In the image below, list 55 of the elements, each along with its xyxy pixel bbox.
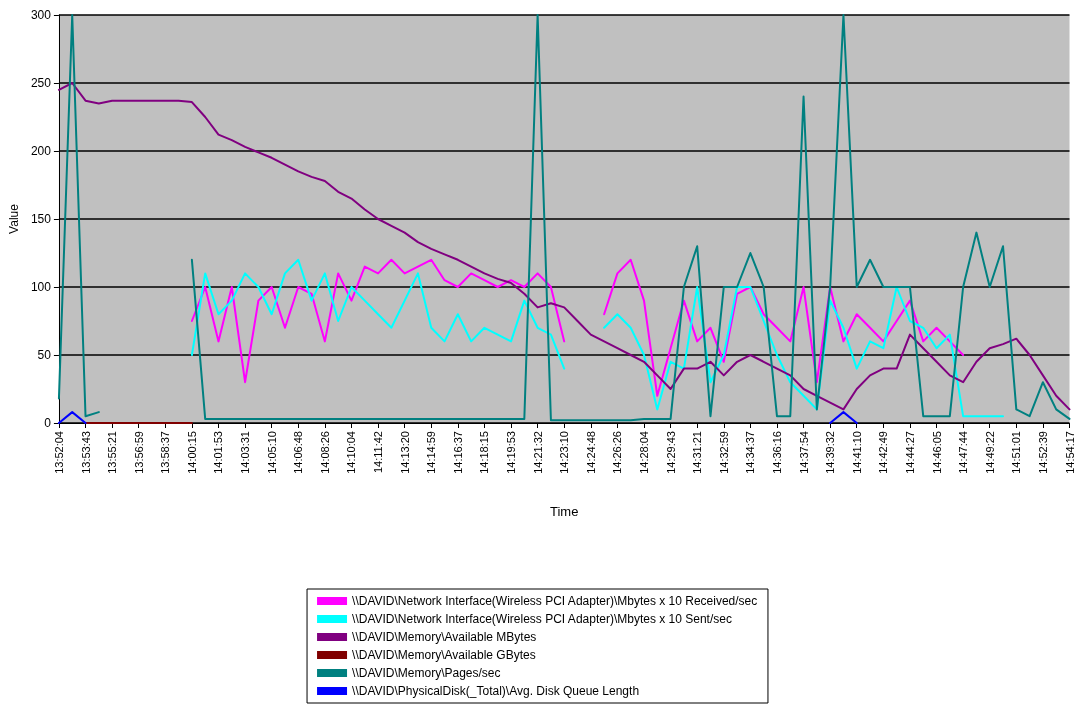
x-tick-label: 14:49:22 — [983, 431, 996, 474]
x-tick-label: 14:51:01 — [1010, 431, 1023, 474]
x-tick-label: 14:31:21 — [691, 431, 704, 474]
x-tick-label: 14:05:10 — [265, 431, 278, 474]
x-tick-label: 13:56:59 — [132, 431, 145, 474]
line-series — [57, 82, 1071, 411]
x-tick-label: 14:34:37 — [744, 431, 757, 474]
x-tick-label: 14:06:48 — [292, 431, 305, 474]
y-tick-label: 100 — [30, 280, 52, 294]
x-tick-label: 14:29:43 — [664, 431, 677, 474]
x-tick-label: 14:08:26 — [318, 431, 331, 474]
legend-label: \\DAVID\Network Interface(Wireless PCI Adapter)\Mbytes x 10 Sent/sec — [352, 612, 732, 626]
y-tick-label: 50 — [37, 348, 52, 362]
y-tick-label: 150 — [30, 212, 52, 226]
y-tick-label: 250 — [30, 76, 52, 90]
x-tick-label: 13:58:37 — [159, 431, 172, 474]
x-tick-label: 14:16:37 — [451, 431, 464, 474]
x-tick-label: 14:00:15 — [185, 431, 198, 474]
x-tick-label: 14:13:20 — [398, 431, 411, 474]
x-tick-label: 14:36:16 — [770, 431, 783, 474]
legend-label: \\DAVID\Memory\Pages/sec — [352, 666, 501, 680]
y-tick-label: 200 — [30, 144, 52, 158]
legend-label: \\DAVID\Network Interface(Wireless PCI Adapter)\Mbytes x 10 Received/sec — [352, 594, 758, 608]
x-tick-label: 14:10:04 — [345, 431, 358, 474]
x-tick-label: 13:53:43 — [79, 431, 92, 474]
x-tick-label: 14:23:10 — [558, 431, 571, 474]
x-tick-label: 14:37:54 — [797, 431, 810, 474]
x-tick-label: 14:28:04 — [637, 431, 650, 474]
x-tick-label: 14:01:53 — [212, 431, 225, 474]
y-tick-label: 0 — [44, 416, 52, 430]
x-tick-label: 14:24:48 — [584, 431, 597, 474]
legend-label: \\DAVID\Memory\Available GBytes — [352, 648, 536, 662]
x-tick-label: 14:46:05 — [930, 431, 943, 474]
legend-label: \\DAVID\Memory\Available MBytes — [352, 630, 537, 644]
x-tick-label: 14:11:42 — [372, 431, 385, 474]
x-tick-label: 14:44:27 — [903, 431, 916, 474]
y-tick-label: 300 — [30, 8, 52, 22]
x-tick-label: 14:18:15 — [478, 431, 491, 474]
x-tick-label: 13:52:04 — [52, 431, 65, 474]
x-axis-title: Time — [550, 504, 579, 519]
x-tick-label: 13:55:21 — [106, 431, 119, 474]
x-tick-label: 14:41:10 — [850, 431, 863, 474]
x-tick-label: 14:42:49 — [877, 431, 890, 474]
x-tick-label: 14:26:26 — [611, 431, 624, 474]
x-tick-label: 14:52:39 — [1036, 431, 1049, 474]
y-axis-title: Value — [7, 203, 21, 234]
x-tick-label: 14:54:17 — [1063, 431, 1075, 474]
x-tick-label: 14:47:44 — [957, 431, 970, 474]
x-tick-label: 14:21:32 — [531, 431, 544, 474]
x-tick-label: 14:32:59 — [717, 431, 730, 474]
x-tick-label: 14:03:31 — [239, 431, 252, 474]
x-tick-label: 14:14:59 — [425, 431, 438, 474]
x-tick-label: 14:19:53 — [505, 431, 518, 474]
legend-label: \\DAVID\PhysicalDisk(_Total)\Avg. Disk Queue Length — [352, 684, 640, 698]
x-tick-label: 14:39:32 — [824, 431, 837, 474]
